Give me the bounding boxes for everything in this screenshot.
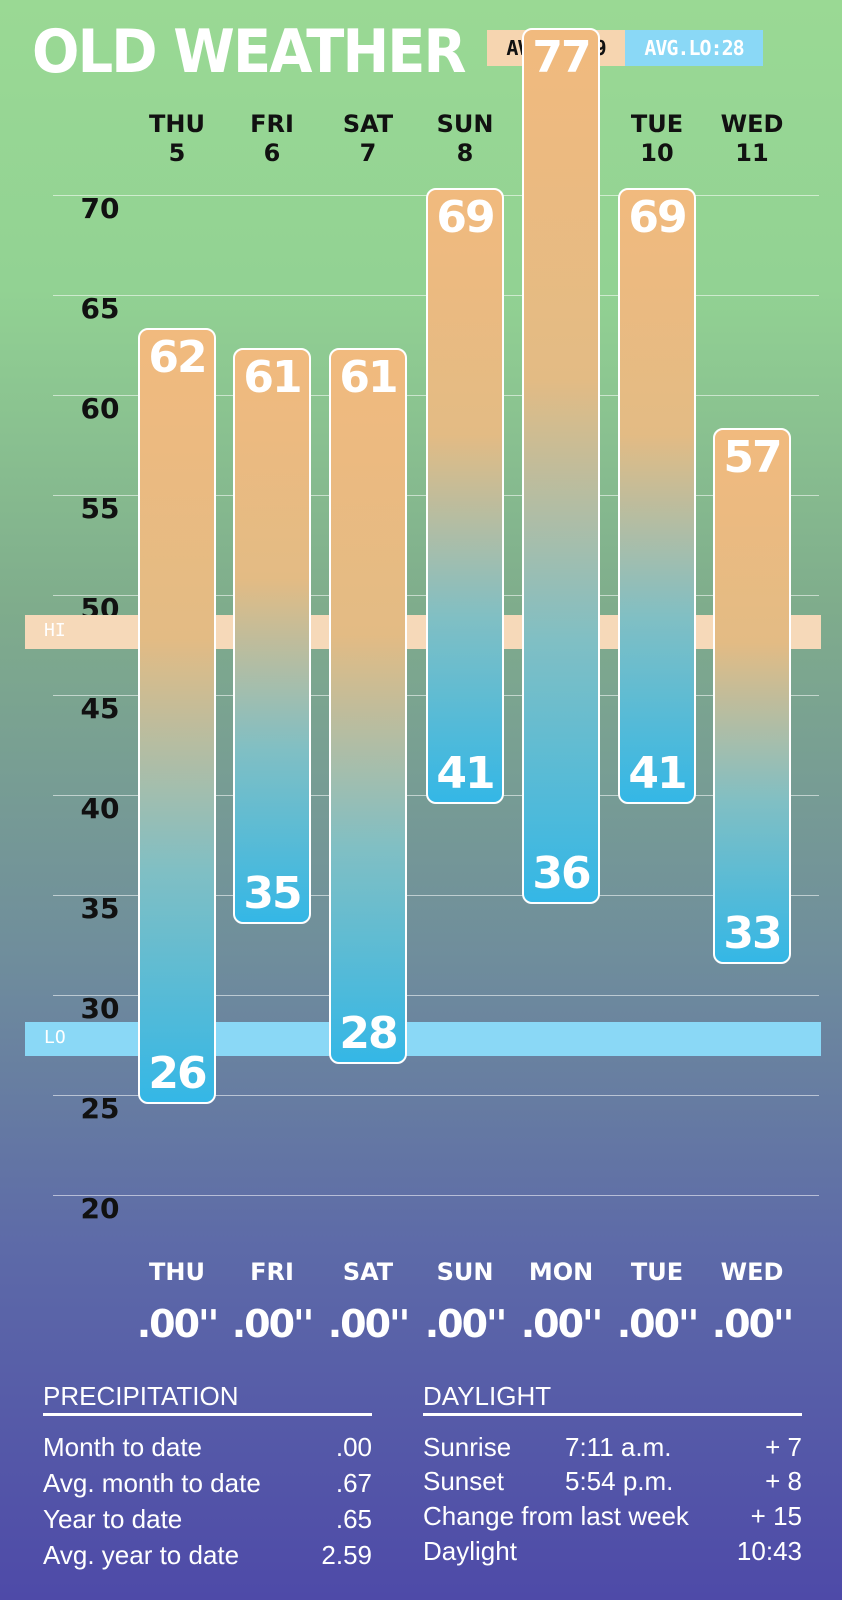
precip-day-label: WED <box>720 1258 784 1286</box>
day-header: TUE 10 <box>617 110 697 168</box>
day-header: SAT 7 <box>328 110 408 168</box>
precip-row-value: .65 <box>335 1504 372 1534</box>
high-temp-label: 62 <box>148 332 207 383</box>
precip-row-label: Avg. month to date <box>43 1468 261 1498</box>
precip-day-label: TUE <box>630 1258 684 1286</box>
precip-day-value: .00'' <box>136 1302 220 1346</box>
high-temp-label: 77 <box>532 32 591 83</box>
y-tick-label: 20 <box>80 1192 120 1225</box>
temperature-bar: 69 41 <box>426 188 504 804</box>
precip-row-value: 2.59 <box>321 1540 372 1570</box>
y-tick-label: 25 <box>80 1092 120 1125</box>
daylight-row-time: 7:11 a.m. <box>565 1432 672 1462</box>
high-temp-label: 61 <box>339 352 398 403</box>
precip-row-value: .00 <box>335 1432 372 1462</box>
day-header: THU 5 <box>137 110 217 168</box>
precip-day-label: FRI <box>250 1258 294 1286</box>
avg-lo-badge: AVG.LO:28 <box>625 30 763 66</box>
high-temp-label: 57 <box>723 432 782 483</box>
gridline <box>53 1095 819 1096</box>
low-temp-label: 41 <box>436 748 495 799</box>
precip-day-value: .00'' <box>424 1302 508 1346</box>
precip-day-value: .00'' <box>231 1302 315 1346</box>
precip-day-label: SUN <box>436 1258 494 1286</box>
high-temp-label: 69 <box>436 192 495 243</box>
temperature-bar: 57 33 <box>713 428 791 964</box>
gridline <box>53 995 819 996</box>
gridline <box>53 895 819 896</box>
day-header: WED 11 <box>712 110 792 168</box>
y-tick-label: 60 <box>80 392 120 425</box>
low-temp-label: 36 <box>532 848 591 899</box>
precip-day-value: .00'' <box>520 1302 604 1346</box>
daylight-title: DAYLIGHT <box>423 1381 552 1411</box>
precipitation-title: PRECIPITATION <box>43 1381 239 1411</box>
daylight-row-label: Sunrise <box>423 1432 512 1462</box>
temperature-bar: 61 28 <box>329 348 407 1064</box>
day-header-name: SUN <box>436 110 494 138</box>
daylight-row-change: + 8 <box>765 1466 802 1496</box>
daylight-row-label: Daylight <box>423 1536 517 1566</box>
day-header-date: 5 <box>168 139 186 167</box>
day-header-name: THU <box>149 110 205 138</box>
day-header-name: WED <box>720 110 784 138</box>
temperature-bar: 77 36 <box>522 28 600 904</box>
daylight-row-change: + 15 <box>750 1501 802 1531</box>
day-header-name: TUE <box>630 110 684 138</box>
daylight-row-change: 10:43 <box>736 1536 802 1566</box>
y-tick-label: 30 <box>80 992 120 1025</box>
temperature-bar: 69 41 <box>618 188 696 804</box>
temperature-bar: 61 35 <box>233 348 311 924</box>
y-tick-label: 55 <box>80 492 120 525</box>
precip-row-label: Year to date <box>43 1504 183 1534</box>
precip-row-label: Month to date <box>43 1432 202 1462</box>
day-header-date: 8 <box>456 139 474 167</box>
y-tick-label: 70 <box>80 192 120 225</box>
day-header-name: SAT <box>342 110 394 138</box>
low-temp-label: 35 <box>243 868 302 919</box>
precip-day-label: THU <box>149 1258 205 1286</box>
precip-row-label: Avg. year to date <box>43 1540 240 1570</box>
daylight-row-change: + 7 <box>765 1432 802 1462</box>
precip-day-label: SAT <box>342 1258 394 1286</box>
daylight-row-time: 5:54 p.m. <box>565 1466 674 1496</box>
temperature-bar: 62 26 <box>138 328 216 1104</box>
y-tick-label: 35 <box>80 892 120 925</box>
low-temp-label: 28 <box>339 1008 398 1059</box>
daylight-rule <box>423 1413 802 1416</box>
y-tick-label: 65 <box>80 292 120 325</box>
low-temp-label: 33 <box>723 908 782 959</box>
high-temp-label: 69 <box>628 192 687 243</box>
low-temp-label: 41 <box>628 748 687 799</box>
daylight-row-label: Change from last week <box>423 1501 689 1531</box>
avg-lo-band-label: LO <box>44 1027 66 1048</box>
precip-day-value: .00'' <box>616 1302 700 1346</box>
high-temp-label: 61 <box>243 352 302 403</box>
day-header: SUN 8 <box>425 110 505 168</box>
precip-day-value: .00'' <box>327 1302 411 1346</box>
day-header-name: FRI <box>250 110 294 138</box>
y-tick-label: 45 <box>80 692 120 725</box>
daylight-row-label: Sunset <box>423 1466 504 1496</box>
day-header-date: 10 <box>640 139 674 167</box>
y-tick-label: 40 <box>80 792 120 825</box>
day-header-date: 11 <box>735 139 769 167</box>
precip-day-value: .00'' <box>711 1302 795 1346</box>
day-header-date: 6 <box>263 139 281 167</box>
precipitation-rule <box>43 1413 372 1416</box>
page-title: OLD WEATHER <box>32 17 467 87</box>
precip-row-value: .67 <box>335 1468 372 1498</box>
precip-day-label: MON <box>528 1258 594 1286</box>
day-header: FRI 6 <box>232 110 312 168</box>
low-temp-label: 26 <box>148 1048 207 1099</box>
gridline <box>53 1195 819 1196</box>
avg-hi-band-label: HI <box>44 620 66 641</box>
day-header-date: 7 <box>359 139 377 167</box>
